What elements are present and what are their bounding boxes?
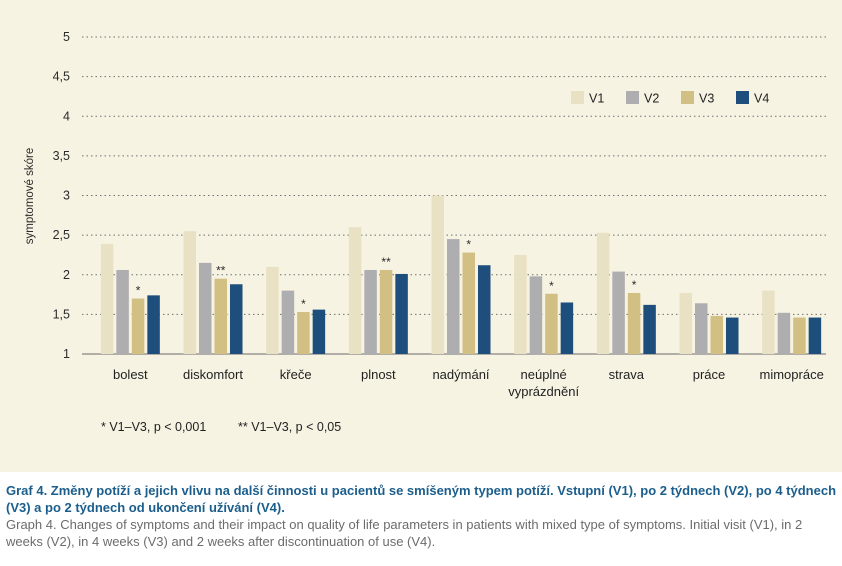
x-tick-label: vyprázdnění <box>508 384 579 399</box>
significance-marker: * <box>136 284 141 298</box>
x-tick-label: strava <box>609 367 645 382</box>
legend-swatch <box>736 91 749 104</box>
bar-v4 <box>726 317 739 354</box>
bar-v1 <box>183 231 196 354</box>
significance-marker: * <box>301 297 306 311</box>
bar-v2 <box>364 269 377 354</box>
bar-v3 <box>710 315 723 354</box>
caption-english: Graph 4. Changes of symptoms and their i… <box>6 517 803 549</box>
x-tick-label: bolest <box>113 367 148 382</box>
bar-v2 <box>116 269 129 354</box>
y-tick-label: 4 <box>63 109 70 123</box>
significance-marker: ** <box>216 264 226 278</box>
bar-v3 <box>627 292 641 354</box>
y-tick-label: 3 <box>63 189 70 203</box>
bar-chart: 1 1,5 2 2,5 3 3,5 4 4,5 5 symptomové skóre * bolest… <box>24 30 826 434</box>
x-tick-label: diskomfort <box>183 367 243 382</box>
bar-v3 <box>545 293 558 354</box>
figure-caption: Graf 4. Změny potíží a jejich vlivu na d… <box>6 482 836 550</box>
x-tick-label: křeče <box>280 367 312 382</box>
y-tick-label: 1,5 <box>53 307 70 321</box>
bar-v4 <box>230 284 243 354</box>
significance-marker: ** <box>381 255 391 269</box>
bar-v4 <box>808 317 822 354</box>
y-tick-label: 2,5 <box>53 228 70 242</box>
bar-v3 <box>131 298 145 354</box>
bar-v3 <box>462 252 475 354</box>
x-tick-label: nadýmání <box>432 367 489 382</box>
footnote: * V1–V3, p < 0,001 <box>101 420 206 434</box>
bar-v3 <box>297 311 310 354</box>
bar-v1 <box>762 290 775 354</box>
footnote: ** V1–V3, p < 0,05 <box>238 420 341 434</box>
bar-v4 <box>560 302 574 354</box>
bar-v4 <box>312 309 326 354</box>
bar-v2 <box>777 312 791 354</box>
bar-v4 <box>478 265 491 354</box>
x-tick-label: plnost <box>361 367 396 382</box>
bar-v2 <box>447 239 460 354</box>
bar-v3 <box>379 269 393 354</box>
significance-marker: * <box>549 279 554 293</box>
legend-swatch <box>571 91 584 104</box>
bar-v3 <box>214 278 227 354</box>
legend-label: V3 <box>699 92 714 106</box>
bar-v4 <box>395 273 408 354</box>
x-tick-label: práce <box>693 367 726 382</box>
y-tick-label: 3,5 <box>53 149 70 163</box>
bar-v1 <box>431 195 444 354</box>
bar-v1 <box>266 266 279 354</box>
bar-v2 <box>612 271 625 354</box>
legend-label: V4 <box>754 92 769 106</box>
bar-v1 <box>100 243 114 354</box>
y-axis-label: symptomové skóre <box>24 148 36 245</box>
legend-swatch <box>626 91 639 104</box>
bar-v2 <box>529 276 543 354</box>
y-tick-label: 5 <box>63 30 70 44</box>
legend-label: V2 <box>644 92 659 106</box>
significance-marker: * <box>632 278 637 292</box>
caption-czech: Graf 4. Změny potíží a jejich vlivu na d… <box>6 483 837 515</box>
y-tick-label: 4,5 <box>53 70 70 84</box>
legend-swatch <box>681 91 694 104</box>
bar-v1 <box>596 232 610 354</box>
bar-v1 <box>514 254 527 354</box>
bar-v1 <box>348 227 362 354</box>
bar-v4 <box>147 295 160 354</box>
chart-panel: 1 1,5 2 2,5 3 3,5 4 4,5 5 symptomové skóre * bolest… <box>0 0 842 472</box>
y-tick-label: 2 <box>63 268 70 282</box>
y-tick-label: 1 <box>63 347 70 361</box>
x-tick-label: mimopráce <box>760 367 824 382</box>
x-tick-label: neúplné <box>521 367 567 382</box>
bar-v4 <box>643 304 656 354</box>
bar-v3 <box>793 317 806 354</box>
legend-label: V1 <box>589 92 604 106</box>
bar-v2 <box>695 303 708 354</box>
bar-v1 <box>679 292 692 354</box>
bar-v2 <box>199 262 212 354</box>
significance-marker: * <box>466 238 471 252</box>
bar-v2 <box>281 290 295 354</box>
